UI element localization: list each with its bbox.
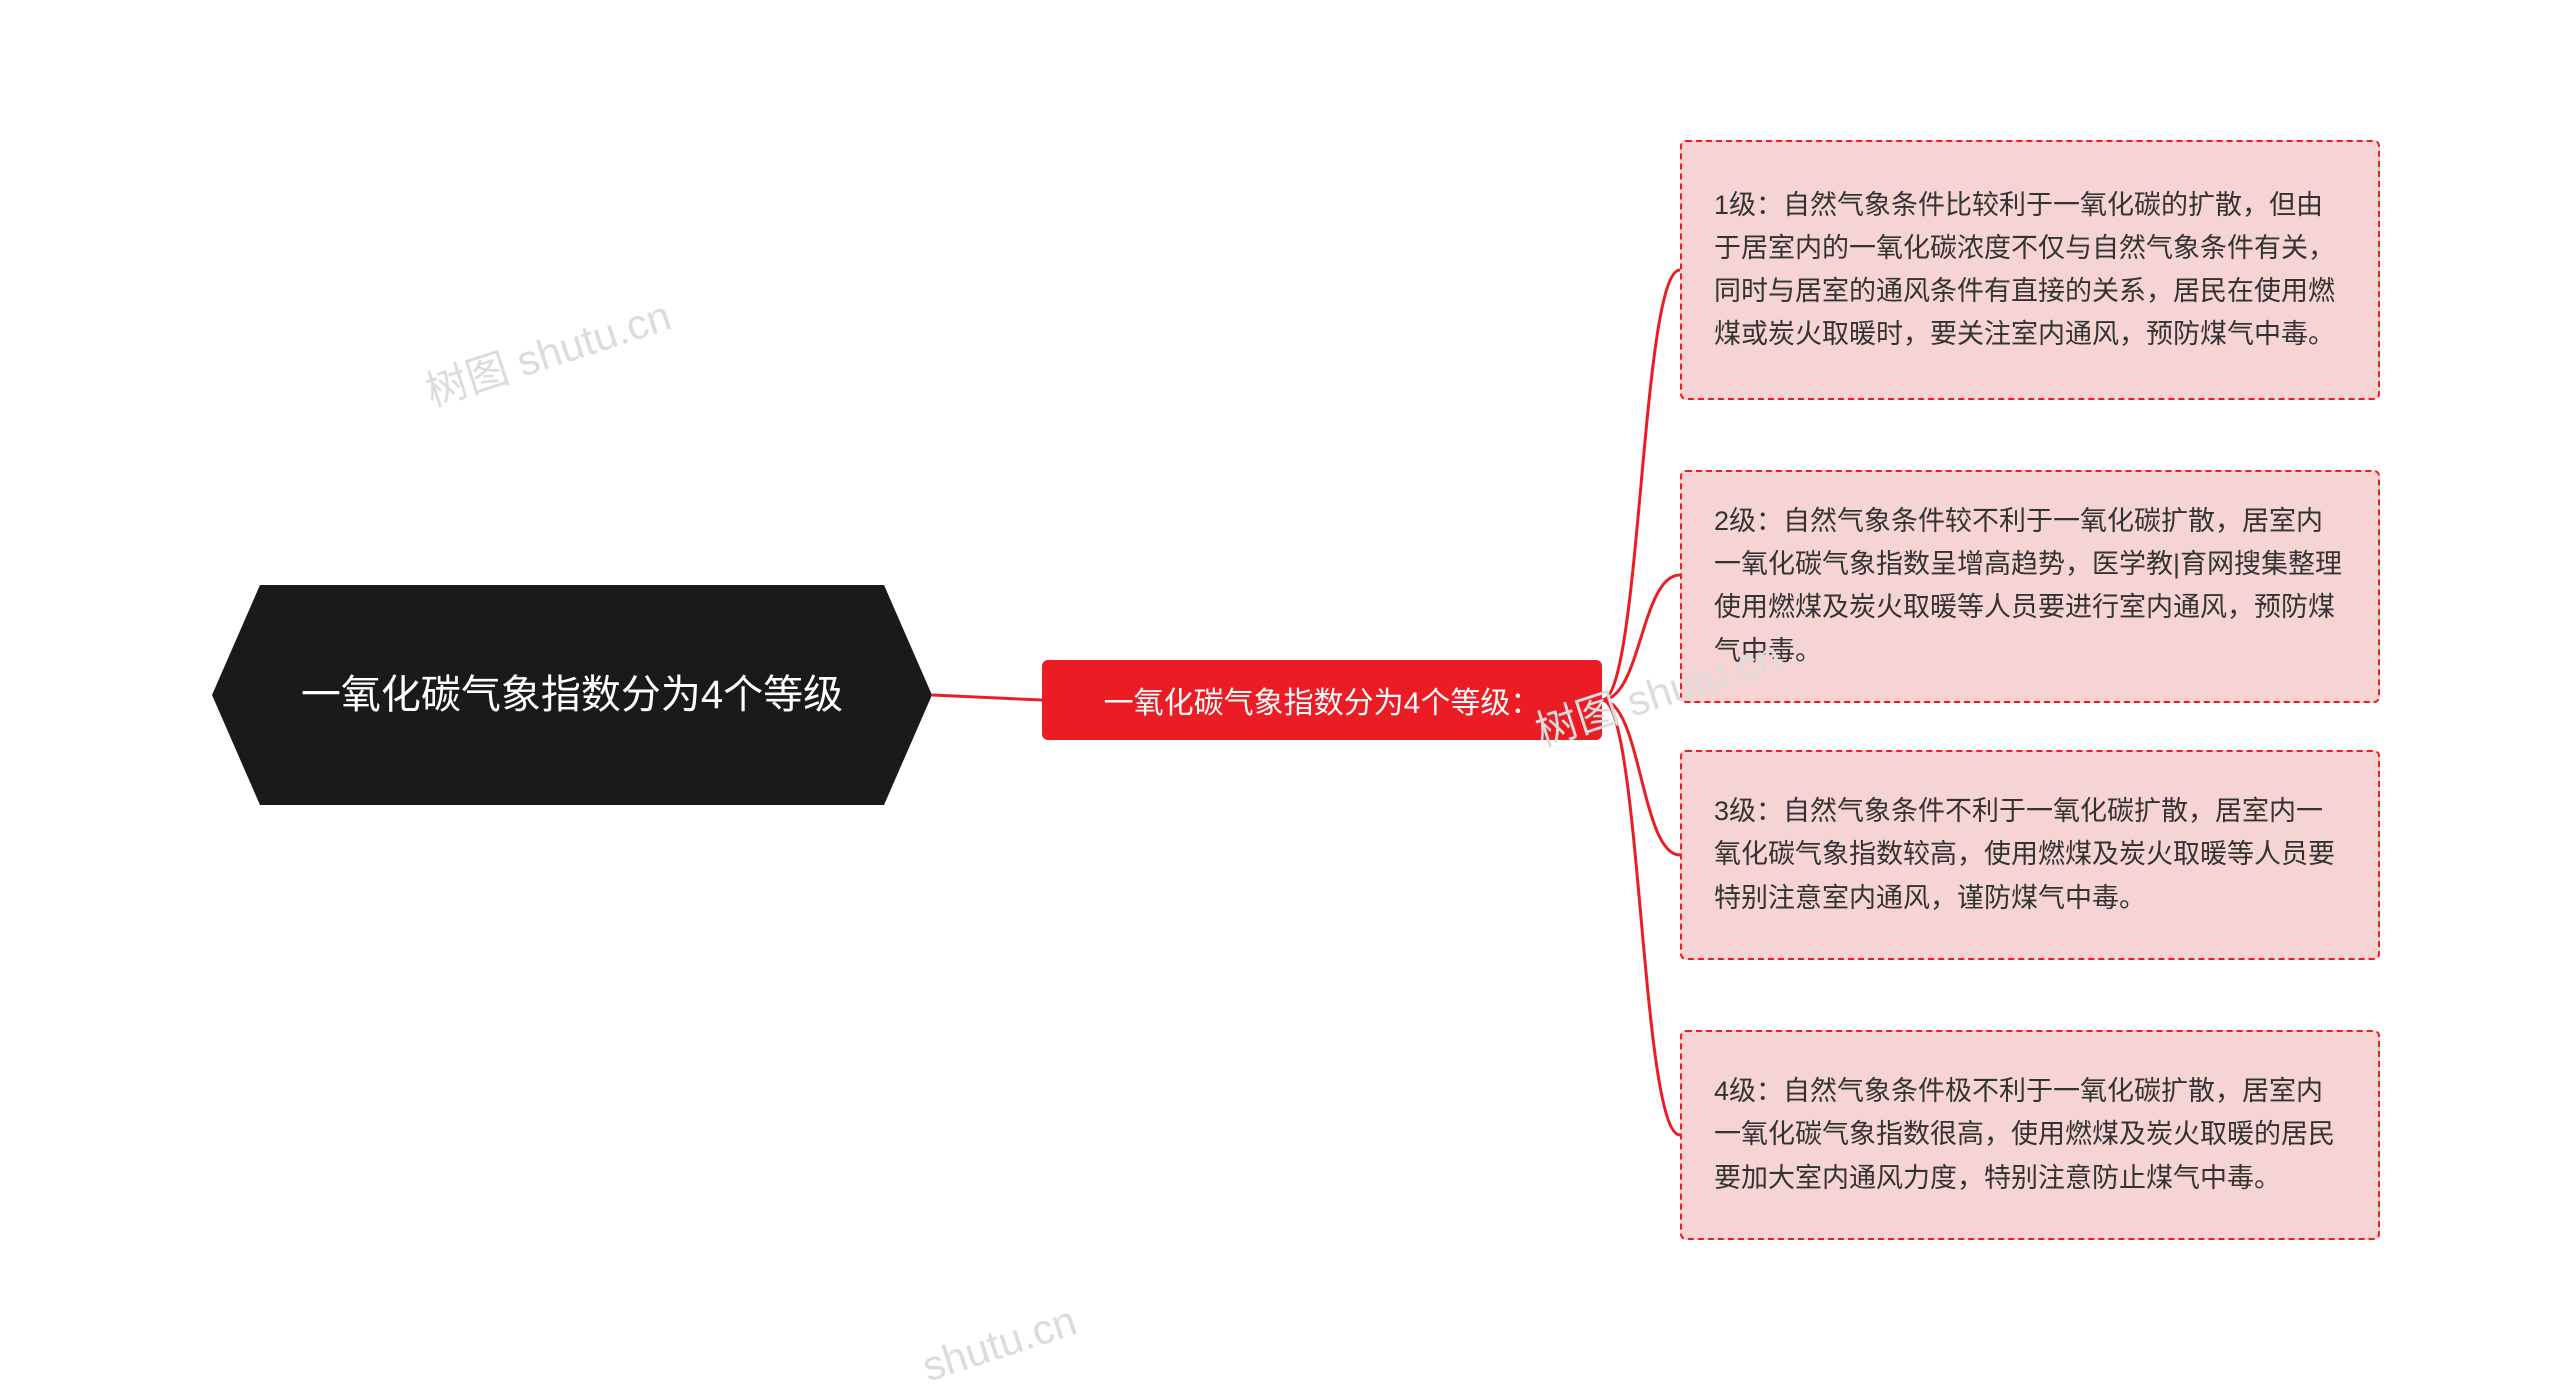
leaf-node-text: 1级：自然气象条件比较利于一氧化碳的扩散，但由于居室内的一氧化碳浓度不仅与自然气… xyxy=(1714,184,2346,357)
leaf-node-level-2: 2级：自然气象条件较不利于一氧化碳扩散，居室内一氧化碳气象指数呈增高趋势，医学教… xyxy=(1680,470,2380,703)
leaf-node-text: 3级：自然气象条件不利于一氧化碳扩散，居室内一氧化碳气象指数较高，使用燃煤及炭火… xyxy=(1714,790,2346,920)
watermark: 树图 shutu.cn xyxy=(417,282,678,419)
leaf-node-text: 4级：自然气象条件极不利于一氧化碳扩散，居室内一氧化碳气象指数很高，使用燃煤及炭… xyxy=(1714,1070,2346,1200)
root-node-text: 一氧化碳气象指数分为4个等级 xyxy=(301,667,843,723)
leaf-node-text: 2级：自然气象条件较不利于一氧化碳扩散，居室内一氧化碳气象指数呈增高趋势，医学教… xyxy=(1714,500,2346,673)
leaf-node-level-1: 1级：自然气象条件比较利于一氧化碳的扩散，但由于居室内的一氧化碳浓度不仅与自然气… xyxy=(1680,140,2380,400)
leaf-node-level-4: 4级：自然气象条件极不利于一氧化碳扩散，居室内一氧化碳气象指数很高，使用燃煤及炭… xyxy=(1680,1030,2380,1240)
watermark: shutu.cn xyxy=(916,1297,1082,1392)
diagram-canvas: 一氧化碳气象指数分为4个等级 一氧化碳气象指数分为4个等级： 1级：自然气象条件… xyxy=(0,0,2560,1394)
leaf-node-level-3: 3级：自然气象条件不利于一氧化碳扩散，居室内一氧化碳气象指数较高，使用燃煤及炭火… xyxy=(1680,750,2380,960)
branch-node-text: 一氧化碳气象指数分为4个等级： xyxy=(1104,678,1541,722)
root-node: 一氧化碳气象指数分为4个等级 xyxy=(212,585,932,805)
branch-node: 一氧化碳气象指数分为4个等级： xyxy=(1042,660,1602,740)
